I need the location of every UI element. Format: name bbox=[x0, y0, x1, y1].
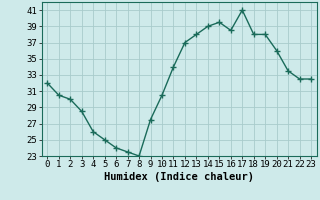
X-axis label: Humidex (Indice chaleur): Humidex (Indice chaleur) bbox=[104, 172, 254, 182]
